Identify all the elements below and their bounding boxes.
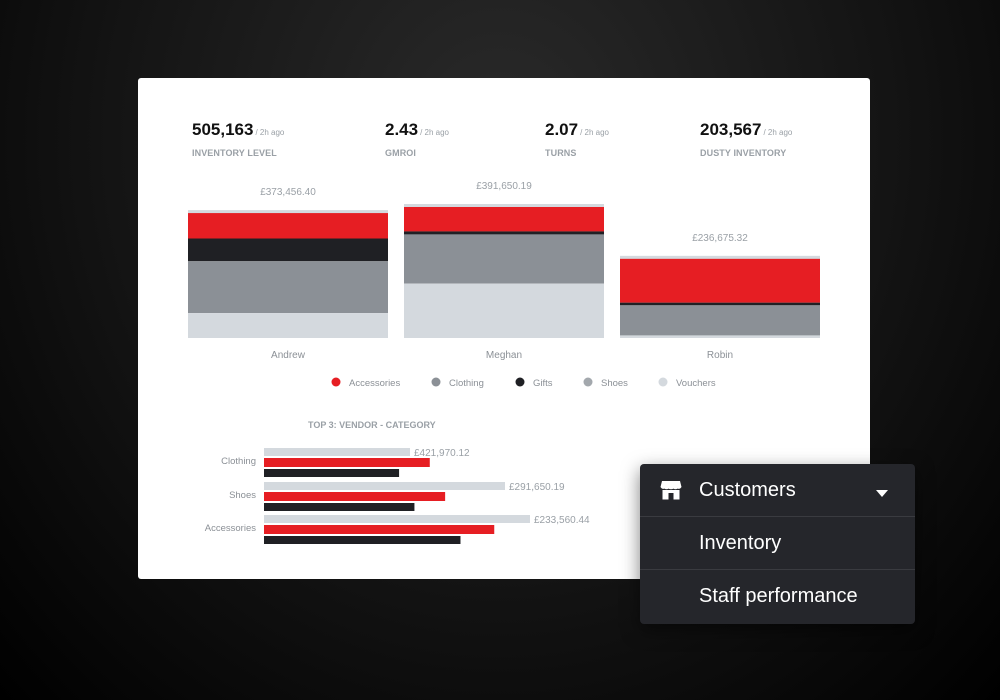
legend-label: Clothing bbox=[449, 378, 484, 389]
bar-segment-vouchers-andrew bbox=[188, 313, 388, 338]
dropdown-option-inventory[interactable]: Inventory bbox=[640, 517, 915, 570]
dropdown-option-label: Inventory bbox=[699, 531, 782, 554]
hbar-total-accessories bbox=[264, 515, 530, 523]
bar-cap bbox=[404, 204, 604, 208]
kpi-inventory-level: 505,163/ 2h ago INVENTORY LEVEL bbox=[192, 120, 284, 158]
kpi-ago: / 2h ago bbox=[763, 128, 793, 137]
hbar-dark-clothing bbox=[264, 469, 400, 477]
hbar-value-label: £233,560.44 bbox=[534, 515, 590, 526]
dropdown-selected[interactable]: Customers bbox=[640, 464, 915, 517]
hbar-dark-shoes bbox=[264, 503, 415, 511]
kpi-label: DUSTY INVENTORY bbox=[700, 148, 787, 158]
hbar-total-clothing bbox=[264, 448, 410, 456]
legend-label: Accessories bbox=[349, 378, 400, 389]
charts-svg: £373,456.40 Andrew £391,650.19 Meghan £236,6… bbox=[188, 181, 820, 544]
bar-cap bbox=[188, 210, 388, 215]
legend-label: Vouchers bbox=[676, 378, 716, 389]
hbar-value-label: £291,650.19 bbox=[509, 482, 565, 493]
dashboard-card: 505,163/ 2h ago INVENTORY LEVEL 2.43/ 2h… bbox=[138, 78, 870, 579]
legend-dot-accessories bbox=[331, 377, 341, 387]
dropdown-option-staff-performance[interactable]: Staff performance bbox=[640, 570, 915, 623]
hbar-red-accessories bbox=[264, 525, 495, 534]
legend-dot-shoes bbox=[583, 377, 593, 387]
legend-dot-clothing bbox=[431, 377, 441, 387]
hbar-category-label: Clothing bbox=[221, 456, 256, 467]
kpi-label: INVENTORY LEVEL bbox=[192, 148, 277, 158]
bar-segment-gifts-andrew bbox=[188, 238, 388, 262]
legend-dot-gifts bbox=[515, 377, 525, 387]
bar-total-label: £373,456.40 bbox=[260, 187, 316, 198]
bar-segment-clothing-robin bbox=[620, 305, 820, 336]
legend-label: Gifts bbox=[533, 378, 553, 389]
store-icon bbox=[660, 481, 682, 500]
kpi-dusty-inventory: 203,567/ 2h ago DUSTY INVENTORY bbox=[700, 120, 792, 158]
dropdown-option-label: Staff performance bbox=[699, 585, 858, 607]
legend-dot-vouchers bbox=[658, 377, 668, 387]
bar-segment-accessories-robin bbox=[620, 258, 820, 303]
dropdown-selected-label: Customers bbox=[699, 478, 796, 501]
bar-segment-vouchers-robin bbox=[620, 335, 820, 338]
bar-total-label: £236,675.32 bbox=[692, 233, 748, 244]
kpi-label: TURNS bbox=[545, 148, 577, 158]
kpi-value: 203,567 bbox=[700, 120, 762, 139]
kpi-value: 505,163 bbox=[192, 120, 254, 139]
hbar-value-label: £421,970.12 bbox=[414, 448, 470, 459]
bar-segment-clothing-meghan bbox=[404, 234, 604, 284]
kpi-turns: 2.07/ 2h ago TURNS bbox=[545, 120, 609, 158]
kpi-label: GMROI bbox=[385, 148, 416, 158]
kpi-ago: / 2h ago bbox=[420, 128, 450, 137]
bar-segment-vouchers-meghan bbox=[404, 283, 604, 338]
kpi-gmroi: 2.43/ 2h ago GMROI bbox=[385, 120, 449, 158]
x-tick-label: Robin bbox=[707, 350, 733, 361]
hbar-total-shoes bbox=[264, 482, 505, 490]
kpi-value: 2.43 bbox=[385, 120, 419, 139]
report-dropdown[interactable]: Customers Inventory Staff performance bbox=[640, 464, 915, 624]
hbar-dark-accessories bbox=[264, 536, 461, 544]
hbar-red-clothing bbox=[264, 458, 430, 467]
kpi-ago: / 2h ago bbox=[580, 128, 610, 137]
bar-segment-accessories-meghan bbox=[404, 207, 604, 232]
bar-segment-accessories-andrew bbox=[188, 213, 388, 239]
x-tick-label: Meghan bbox=[486, 350, 522, 361]
bar-segment-gifts-meghan bbox=[404, 231, 604, 235]
hbar-category-label: Shoes bbox=[229, 490, 256, 501]
chevron-down-icon bbox=[876, 490, 888, 497]
hbar-category-label: Accessories bbox=[205, 523, 256, 534]
kpi-value: 2.07 bbox=[545, 120, 579, 139]
bar-cap bbox=[620, 255, 820, 260]
bar-total-label: £391,650.19 bbox=[476, 181, 532, 192]
bar-segment-gifts-robin bbox=[620, 302, 820, 306]
x-tick-label: Andrew bbox=[271, 350, 306, 361]
bar-segment-clothing-andrew bbox=[188, 261, 388, 314]
hbar-red-shoes bbox=[264, 492, 446, 501]
bar-chart-title: TOP 3: VENDOR - CATEGORY bbox=[308, 420, 436, 430]
kpi-ago: / 2h ago bbox=[255, 128, 285, 137]
legend-label: Shoes bbox=[601, 378, 628, 389]
